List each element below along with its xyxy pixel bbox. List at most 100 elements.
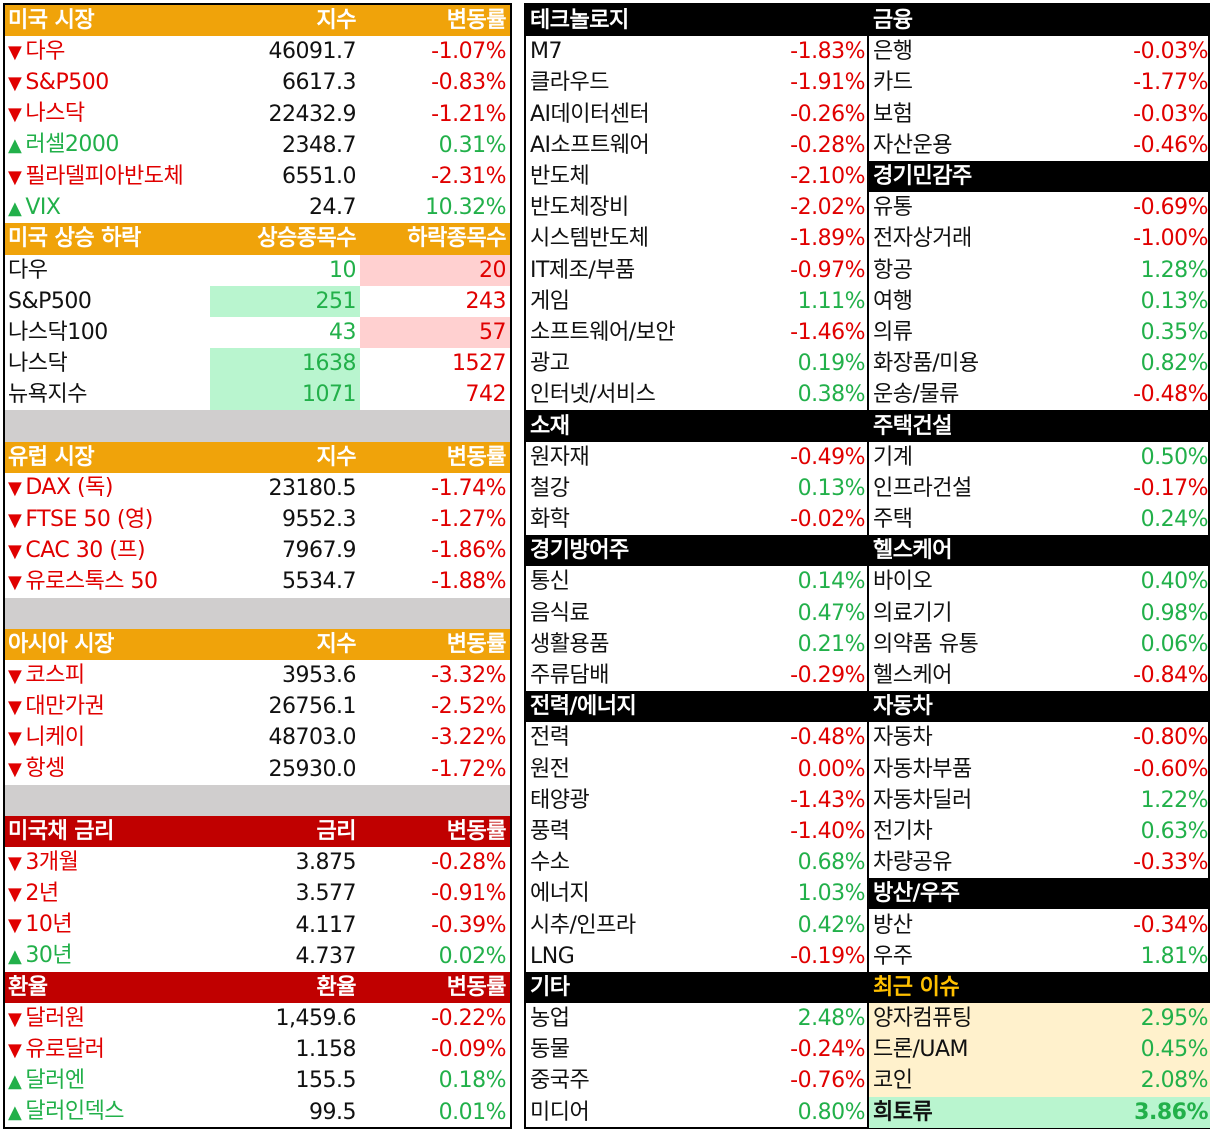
- down-arrow-icon: ▼: [8, 478, 22, 500]
- sector-row: 원전 0.00%: [526, 754, 867, 785]
- sector-change: -2.10%: [790, 164, 865, 190]
- sector-group-title: 금융: [873, 8, 913, 34]
- sector-name: M7: [530, 39, 562, 65]
- up-arrow-icon: ▲: [8, 135, 22, 157]
- sector-name: 반도체: [530, 164, 590, 190]
- sector-change: 0.13%: [797, 475, 866, 501]
- europe-name-cell: ▼ 유로스톡스 50: [5, 566, 210, 598]
- europe-change: -1.88%: [431, 569, 506, 595]
- sector-change: -0.48%: [790, 725, 865, 751]
- decliners-count: 20: [360, 254, 510, 286]
- treasury-header-col2: 변동률: [446, 818, 507, 844]
- us_market-change: -1.07%: [431, 39, 506, 65]
- us_breadth-header-col1: 상승종목수: [257, 226, 356, 252]
- down-arrow-icon: ▼: [8, 852, 22, 874]
- sector-group-header: 자동차: [869, 691, 1210, 723]
- sector-name: 화학: [530, 507, 570, 533]
- sector-row: 주류담배 -0.29%: [526, 660, 867, 691]
- sector-change: -0.34%: [1133, 912, 1208, 938]
- sector-change: -0.02%: [790, 507, 865, 533]
- asia-header-col1: 지수: [316, 631, 357, 657]
- fx-name: 유로달러: [25, 1036, 105, 1062]
- sector-name: 화장품/미용: [873, 351, 979, 377]
- us_market-value: 46091.7: [268, 39, 357, 65]
- us_breadth-row: 뉴욕지수 1071 742: [5, 379, 510, 411]
- sector-row: 수소 0.68%: [526, 847, 867, 878]
- down-arrow-icon: ▼: [8, 665, 22, 687]
- sector-group-header: 방산/우주: [869, 878, 1210, 910]
- up-arrow-icon: ▲: [8, 1102, 22, 1124]
- sector-group-title: 주택건설: [873, 413, 952, 439]
- sector-name: 생활용품: [530, 631, 609, 657]
- sector-row: 화학 -0.02%: [526, 504, 867, 535]
- sector-row: 농업 2.48%: [526, 1003, 867, 1034]
- europe-row: ▼ CAC 30 (프) 7967.9 -1.86%: [5, 535, 510, 566]
- sector-change: 1.81%: [1140, 943, 1209, 969]
- sector-name: IT제조/부품: [530, 257, 635, 283]
- sector-name: 원전: [530, 756, 570, 782]
- us_market-value: 24.7: [309, 195, 356, 221]
- treasury-value: 3.875: [295, 850, 357, 876]
- europe-name: CAC 30 (프): [25, 537, 146, 563]
- fx-value: 1,459.6: [275, 1006, 357, 1032]
- sector-row: 헬스케어 -0.84%: [869, 660, 1210, 691]
- us_market-name: 다우: [25, 38, 65, 64]
- us_breadth-row: 다우 10 20: [5, 254, 510, 286]
- advancers-count: 251: [210, 285, 360, 317]
- sector-name: 헬스케어: [873, 663, 952, 689]
- sector-row: 인프라건설 -0.17%: [869, 473, 1210, 504]
- sector-group-title: 테크놀로지: [530, 8, 629, 34]
- sector-name: 주택: [873, 507, 913, 533]
- sector-row: 드론/UAM 0.45%: [869, 1034, 1210, 1066]
- up-arrow-icon: ▲: [8, 197, 22, 219]
- sector-change: 0.14%: [797, 569, 866, 595]
- asia-row: ▼ 대만가권 26756.1 -2.52%: [5, 691, 510, 722]
- sector-name: AI소프트웨어: [530, 132, 650, 158]
- sector-name: 의약품 유통: [873, 631, 979, 657]
- sector-change: 1.22%: [1140, 787, 1209, 813]
- sector-change: 0.47%: [797, 600, 866, 626]
- sector-name: 게임: [530, 288, 570, 314]
- asia-value: 26756.1: [268, 694, 357, 720]
- sector-performance-panel: 테크놀로지 M7 -1.83% 클라우드 -1.91% AI데이터센터 -0.26% AI소프…: [524, 3, 1210, 1129]
- asia-name-cell: ▼ 항셍: [5, 753, 210, 785]
- asia-header-title: 아시아 시장: [8, 631, 114, 657]
- sector-group-title: 소재: [530, 413, 570, 439]
- europe-value: 23180.5: [268, 475, 357, 501]
- sector-row: 동물 -0.24%: [526, 1034, 867, 1065]
- fx-change: -0.09%: [431, 1037, 506, 1063]
- separator-3: [5, 784, 510, 816]
- down-arrow-icon: ▼: [8, 72, 22, 94]
- us_breadth-row: 나스닥 1638 1527: [5, 348, 510, 380]
- fx-header-col2: 변동률: [446, 974, 507, 1000]
- sector-group-header: 주택건설: [869, 410, 1210, 442]
- down-arrow-icon: ▼: [8, 1008, 22, 1030]
- treasury-name: 30년: [25, 943, 73, 969]
- fx-name-cell: ▼ 달러원: [5, 1003, 210, 1035]
- sector-change: 0.24%: [1140, 507, 1209, 533]
- sector-row: 주택 0.24%: [869, 504, 1210, 535]
- down-arrow-icon: ▼: [8, 166, 22, 188]
- sector-name: 의료기기: [873, 600, 952, 626]
- sector-change: 0.80%: [797, 1099, 866, 1125]
- market-summary-panel: 미국 시장 지수 변동률 ▼ 다우 46091.7 -1.07% ▼ S&P500 6617.3-…: [3, 3, 512, 1129]
- sector-column-right: 금융 은행 -0.03% 카드 -1.77% 보험 -0.03% 자산운용 -0.46% 경기민감…: [869, 5, 1210, 1128]
- treasury-name: 2년: [25, 880, 59, 906]
- fx-name-cell: ▼ 유로달러: [5, 1034, 210, 1066]
- sector-group-header: 금융: [869, 5, 1210, 37]
- sector-row: 소프트웨어/보안 -1.46%: [526, 317, 867, 348]
- sector-row: 중국주 -0.76%: [526, 1065, 867, 1096]
- sector-row: 자산운용 -0.46%: [869, 130, 1210, 161]
- treasury-value: 4.737: [295, 943, 357, 969]
- treasury-name-cell: ▼ 10년: [5, 909, 210, 941]
- sector-row: 음식료 0.47%: [526, 598, 867, 629]
- sector-change: 0.45%: [1140, 1037, 1209, 1063]
- europe-name-cell: ▼ FTSE 50 (영): [5, 504, 210, 536]
- fx-row: ▲ 달러엔 155.5 0.18%: [5, 1065, 510, 1096]
- asia-row: ▼ 코스피 3953.6 -3.32%: [5, 660, 510, 691]
- sector-change: 1.11%: [797, 288, 866, 314]
- sector-row: 카드 -1.77%: [869, 67, 1210, 98]
- sector-group-header: 테크놀로지: [526, 5, 867, 37]
- sector-row: 시스템반도체 -1.89%: [526, 223, 867, 254]
- sector-row: 방산 -0.34%: [869, 909, 1210, 940]
